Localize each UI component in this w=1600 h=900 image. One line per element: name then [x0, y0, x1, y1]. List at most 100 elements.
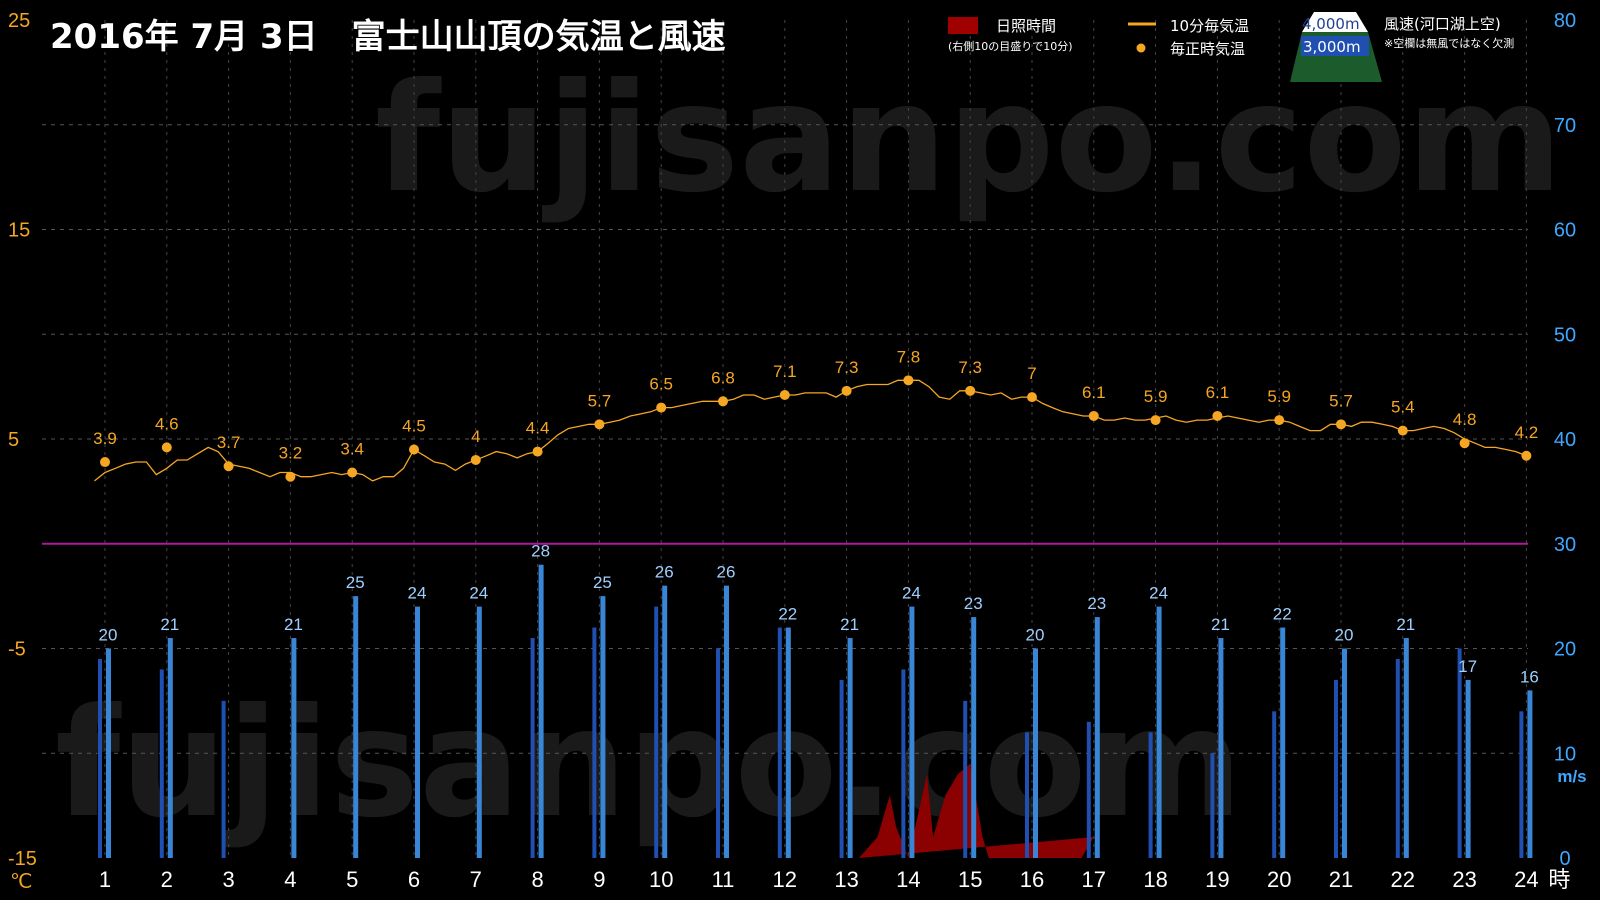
wind-bar-4000m — [1218, 638, 1224, 858]
temp-hourly-point — [409, 444, 419, 455]
wind-bar-3000m — [963, 700, 968, 858]
wind-bar-3000m — [1148, 732, 1153, 858]
temp-hourly-point — [1088, 410, 1099, 421]
temp-hourly-point — [903, 375, 914, 386]
wind-data-label: 17 — [1458, 657, 1477, 676]
wind-bar-3000m — [98, 658, 102, 858]
temp-hourly-point — [1459, 438, 1470, 449]
x-tick-label: 2 — [161, 867, 173, 892]
wind-bar-4000m — [1527, 690, 1533, 858]
wind-bar-4000m — [1280, 627, 1286, 858]
temp-data-label: 7.8 — [897, 347, 921, 366]
wind-data-label: 25 — [593, 573, 612, 592]
right-tick-label: 50 — [1554, 324, 1576, 346]
wind-bar-3000m — [159, 669, 164, 858]
temp-hourly-point — [347, 467, 358, 478]
wind-data-label: 16 — [1520, 667, 1539, 686]
left-tick-label: 25 — [8, 10, 30, 32]
wind-bar-3000m — [1272, 711, 1277, 858]
right-tick-label: 0 — [1559, 848, 1570, 870]
wind-bar-3000m — [1334, 679, 1338, 858]
wind-bar-4000m — [291, 638, 297, 858]
wind-bar-4000m — [538, 564, 544, 858]
temp-data-label: 6.8 — [711, 368, 735, 387]
wind-data-label: 24 — [902, 584, 921, 603]
temp-10min-line — [94, 379, 1527, 482]
wind-data-label: 20 — [99, 626, 118, 645]
right-tick-label: 30 — [1554, 534, 1576, 556]
sunshine-area — [858, 763, 1094, 858]
wind-data-label: 23 — [1087, 594, 1106, 613]
wind-data-label: 28 — [531, 542, 550, 561]
temp-data-label: 7 — [1027, 364, 1036, 383]
left-tick-label: -5 — [8, 639, 26, 661]
right-tick-label: 20 — [1554, 639, 1576, 661]
wind-bar-3000m — [1210, 753, 1215, 858]
wind-data-label: 20 — [1335, 626, 1354, 645]
x-tick-label: 22 — [1391, 867, 1415, 892]
wind-data-label: 21 — [840, 615, 859, 634]
temp-data-label: 5.4 — [1391, 398, 1415, 417]
x-tick-label: 9 — [593, 867, 605, 892]
right-tick-label: 60 — [1554, 220, 1576, 242]
temp-data-label: 3.7 — [217, 433, 241, 452]
x-tick-label: 3 — [222, 867, 234, 892]
temp-data-label: 5.7 — [1329, 391, 1353, 410]
legend-temp-hourly-label: 毎正時気温 — [1170, 40, 1245, 58]
right-axis-unit: m/s — [1557, 767, 1586, 786]
x-tick-label: 6 — [408, 867, 420, 892]
temp-data-label: 5.9 — [1144, 387, 1168, 406]
temp-hourly-point — [1521, 450, 1532, 461]
x-tick-label: 1 — [99, 867, 111, 892]
x-tick-label: 10 — [649, 867, 673, 892]
temp-hourly-point — [1397, 425, 1408, 436]
temp-data-label: 3.9 — [93, 429, 117, 448]
legend-3000-label: 3,000m — [1303, 38, 1361, 56]
temp-data-label: 4.6 — [155, 414, 179, 433]
wind-bar-4000m — [353, 596, 359, 858]
wind-data-label: 21 — [1211, 615, 1230, 634]
wind-bar-4000m — [600, 596, 606, 858]
wind-bar-3000m — [654, 606, 659, 858]
wind-bar-3000m — [1025, 732, 1029, 858]
temp-data-label: 5.7 — [588, 391, 612, 410]
wind-bar-3000m — [901, 669, 906, 858]
wind-bar-3000m — [1519, 711, 1524, 858]
temp-hourly-point — [718, 396, 728, 407]
wind-bar-4000m — [106, 648, 111, 858]
wind-bar-4000m — [662, 585, 668, 858]
right-tick-label: 10 — [1554, 743, 1576, 765]
x-tick-label: 20 — [1267, 867, 1291, 892]
wind-bar-4000m — [1094, 617, 1100, 858]
wind-bar-3000m — [592, 627, 597, 858]
wind-data-label: 22 — [778, 605, 797, 624]
wind-bar-4000m — [1342, 648, 1347, 858]
legend-sunshine-swatch — [948, 17, 978, 34]
wind-data-label: 21 — [1396, 615, 1415, 634]
x-tick-label: 7 — [470, 867, 482, 892]
temp-data-label: 4.5 — [402, 416, 426, 435]
temp-data-label: 6.5 — [649, 375, 673, 394]
temp-data-label: 6.1 — [1082, 383, 1106, 402]
temp-data-label: 3.2 — [279, 444, 303, 463]
wind-data-label: 23 — [964, 594, 983, 613]
gridlines — [42, 20, 1528, 858]
wind-bar-4000m — [167, 638, 173, 858]
x-tick-label: 5 — [346, 867, 358, 892]
wind-data-label: 22 — [1273, 605, 1292, 624]
legend-sunshine-note: (右側10の目盛りで10分) — [948, 39, 1073, 53]
wind-bar-3000m — [1457, 648, 1462, 858]
watermark-top: fujisanpo.com — [375, 52, 1563, 226]
left-axis-unit: ℃ — [10, 871, 32, 893]
x-tick-label: 23 — [1452, 867, 1476, 892]
temp-data-label: 4.2 — [1515, 423, 1539, 442]
x-tick-label: 4 — [284, 867, 296, 892]
x-tick-label: 21 — [1329, 867, 1353, 892]
wind-data-label: 20 — [1026, 626, 1045, 645]
wind-bar-4000m — [1465, 679, 1471, 858]
temp-data-label: 4 — [471, 427, 480, 446]
wind-data-label: 21 — [160, 615, 179, 634]
x-tick-label: 18 — [1143, 867, 1167, 892]
x-tick-label: 19 — [1205, 867, 1229, 892]
